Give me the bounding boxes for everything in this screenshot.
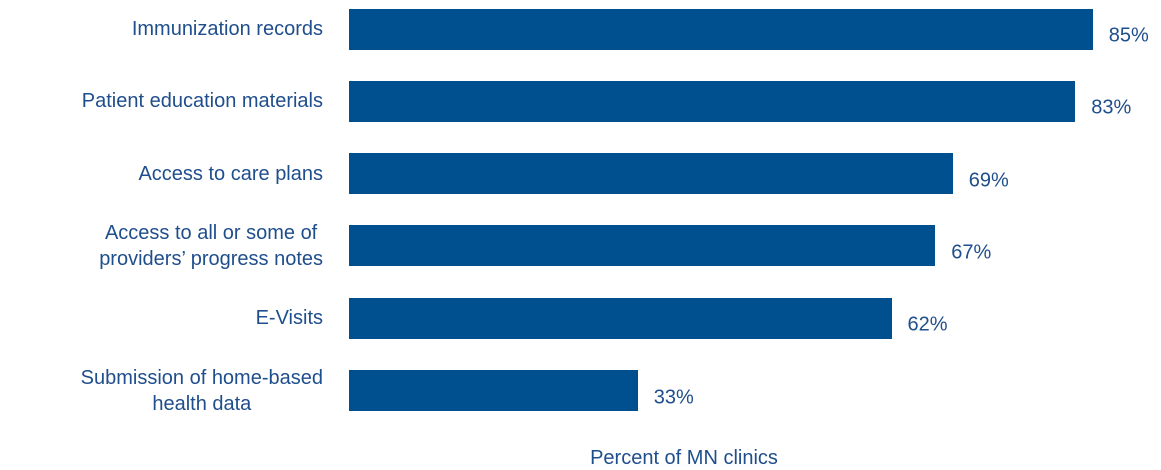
- bar: [349, 80, 1076, 122]
- x-axis-label: Percent of MN clinics: [590, 447, 778, 469]
- value-label: 67%: [951, 241, 992, 264]
- bar: [349, 297, 892, 339]
- category-label: E-Visits: [255, 307, 323, 330]
- value-label: 33%: [653, 386, 694, 408]
- bar: [349, 370, 638, 411]
- value-label: 69%: [968, 169, 1009, 192]
- bar: [349, 153, 953, 195]
- category-label: Access to all or some of providers’ prog…: [99, 221, 323, 270]
- value-label: 62%: [907, 313, 948, 336]
- value-label: 83%: [1091, 96, 1132, 119]
- category-label: Access to care plans: [138, 162, 323, 185]
- category-label: Submission of home-based health data: [80, 366, 323, 415]
- category-label: Immunization records: [131, 18, 323, 40]
- bar: [349, 8, 1093, 50]
- value-label: 85%: [1108, 24, 1149, 47]
- bar: [349, 225, 936, 267]
- category-label: Patient education materials: [81, 90, 323, 113]
